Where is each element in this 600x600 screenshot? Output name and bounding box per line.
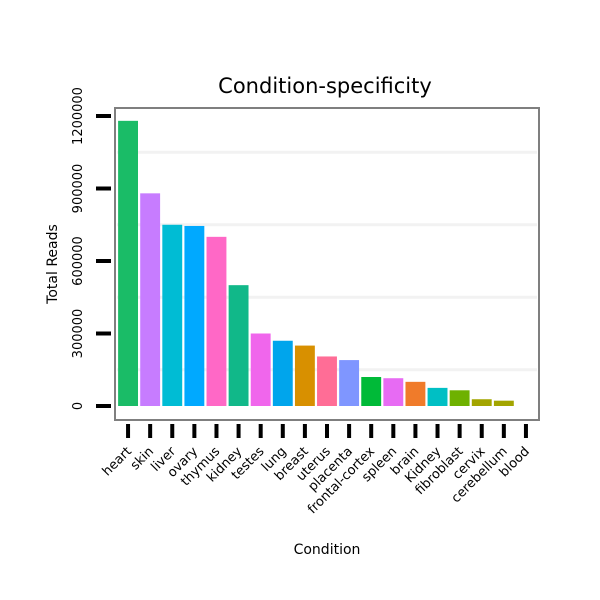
bar-liver [162,224,183,406]
bar-breast [294,345,315,406]
bar-fibroblast [449,390,470,406]
x-axis-title: Condition [294,542,361,558]
bar-uterus [317,356,337,406]
x-axis-tick-labels: heartskinliverovarythymuskidneytesteslun… [100,444,533,517]
chart-title: Condition-specificity [218,74,432,98]
y-axis-title: Total Reads [45,224,61,305]
bar-frontal-cortex [361,377,382,406]
y-tick-label: 900000 [71,164,86,214]
y-axis-ticks [96,114,111,408]
y-axis-tick-labels: 0 300000 600000 900000 1200000 [71,87,86,410]
plot-panel [114,107,540,421]
bar-kidney [228,285,249,406]
bar-heart [118,120,138,406]
y-tick-label: 1200000 [71,87,86,145]
y-tick-label: 0 [71,402,86,410]
bar-skin [140,193,161,406]
bar-kidney [427,387,448,406]
bar-cerebellum [493,400,514,406]
bar-lung [272,340,293,406]
y-tick-label: 300000 [71,309,86,359]
bar-spleen [383,378,404,406]
bar-cervix [471,399,492,406]
bar-ovary [184,225,205,406]
bar-testes [250,333,271,406]
bar-brain [405,381,426,406]
bar-placenta [339,360,360,406]
bar-thymus [206,236,227,406]
y-tick-label: 600000 [71,236,86,286]
x-axis-ticks [126,424,528,438]
bars-group [118,120,514,406]
